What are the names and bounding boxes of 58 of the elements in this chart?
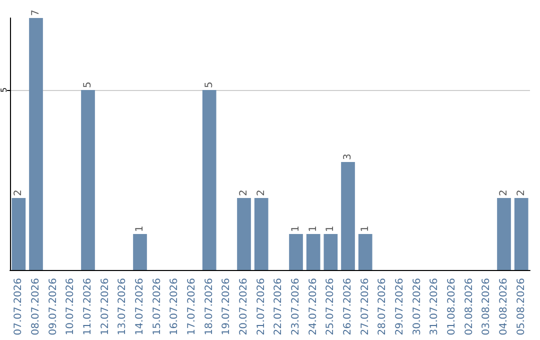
x-tick-label: 21.07.2026 xyxy=(256,278,267,336)
data-label: 2 xyxy=(13,190,24,196)
bar xyxy=(202,90,216,270)
data-label: 1 xyxy=(325,226,336,232)
x-tick-label: 23.07.2026 xyxy=(290,278,302,336)
x-tick-label: 29.07.2026 xyxy=(394,278,406,336)
bar xyxy=(289,234,303,270)
data-label: 1 xyxy=(290,226,302,232)
data-label: 5 xyxy=(204,82,215,88)
x-tick-label: 18.07.2026 xyxy=(204,278,215,336)
bar xyxy=(324,234,338,270)
x-tick-label: 03.08.2026 xyxy=(481,278,492,336)
data-label: 2 xyxy=(498,190,510,196)
x-tick-label: 19.07.2026 xyxy=(221,278,232,336)
data-label: 1 xyxy=(360,226,371,232)
bar xyxy=(133,234,147,270)
x-tick-label: 08.07.2026 xyxy=(30,278,42,336)
bar xyxy=(237,198,251,270)
x-tick-label: 16.07.2026 xyxy=(169,278,180,336)
data-label: 7 xyxy=(30,10,42,16)
bar xyxy=(358,234,372,270)
data-label: 1 xyxy=(134,226,146,232)
x-tick-label: 24.07.2026 xyxy=(308,278,319,336)
x-tick-label: 31.07.2026 xyxy=(429,278,440,336)
x-tick-label: 13.07.2026 xyxy=(117,278,128,336)
bar xyxy=(254,198,268,270)
x-tick-label: 01.08.2026 xyxy=(446,278,458,336)
x-tick-label: 04.08.2026 xyxy=(498,278,510,336)
x-tick-label: 07.07.2026 xyxy=(13,278,24,336)
data-label: 2 xyxy=(516,190,527,196)
x-tick-label: 27.07.2026 xyxy=(360,278,371,336)
bar xyxy=(497,198,511,270)
bar xyxy=(12,198,26,270)
x-tick-label: 05.08.2026 xyxy=(516,278,527,336)
bar xyxy=(29,18,43,270)
x-tick-label: 15.07.2026 xyxy=(152,278,163,336)
x-tick-label: 20.07.2026 xyxy=(238,278,250,336)
x-tick-label: 30.07.2026 xyxy=(412,278,423,336)
data-label: 2 xyxy=(256,190,267,196)
x-tick-label: 28.07.2026 xyxy=(377,278,388,336)
bar xyxy=(341,162,355,270)
data-label: 3 xyxy=(342,154,354,160)
x-tick-label: 09.07.2026 xyxy=(48,278,59,336)
x-tick-label: 11.07.2026 xyxy=(82,278,94,336)
x-tick-label: 14.07.2026 xyxy=(134,278,146,336)
bar xyxy=(306,234,320,270)
bar xyxy=(81,90,95,270)
x-tick-label: 10.07.2026 xyxy=(65,278,76,336)
bar xyxy=(514,198,528,270)
x-tick-label: 12.07.2026 xyxy=(100,278,111,336)
x-tick-label: 26.07.2026 xyxy=(342,278,354,336)
x-tick-label: 02.08.2026 xyxy=(464,278,475,336)
data-label: 5 xyxy=(82,82,94,88)
x-tick-label: 22.07.2026 xyxy=(273,278,284,336)
x-tick-label: 25.07.2026 xyxy=(325,278,336,336)
data-label: 1 xyxy=(308,226,319,232)
x-tick-label: 17.07.2026 xyxy=(186,278,198,336)
data-label: 2 xyxy=(238,190,250,196)
